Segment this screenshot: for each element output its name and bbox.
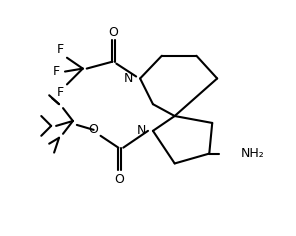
Text: F: F [57, 43, 64, 56]
Text: F: F [52, 65, 60, 78]
Text: N: N [124, 72, 133, 85]
Text: NH₂: NH₂ [241, 147, 265, 160]
Text: N: N [137, 124, 146, 137]
Text: O: O [108, 25, 118, 38]
Text: F: F [57, 86, 64, 99]
Text: O: O [114, 173, 124, 186]
Text: O: O [89, 123, 99, 136]
